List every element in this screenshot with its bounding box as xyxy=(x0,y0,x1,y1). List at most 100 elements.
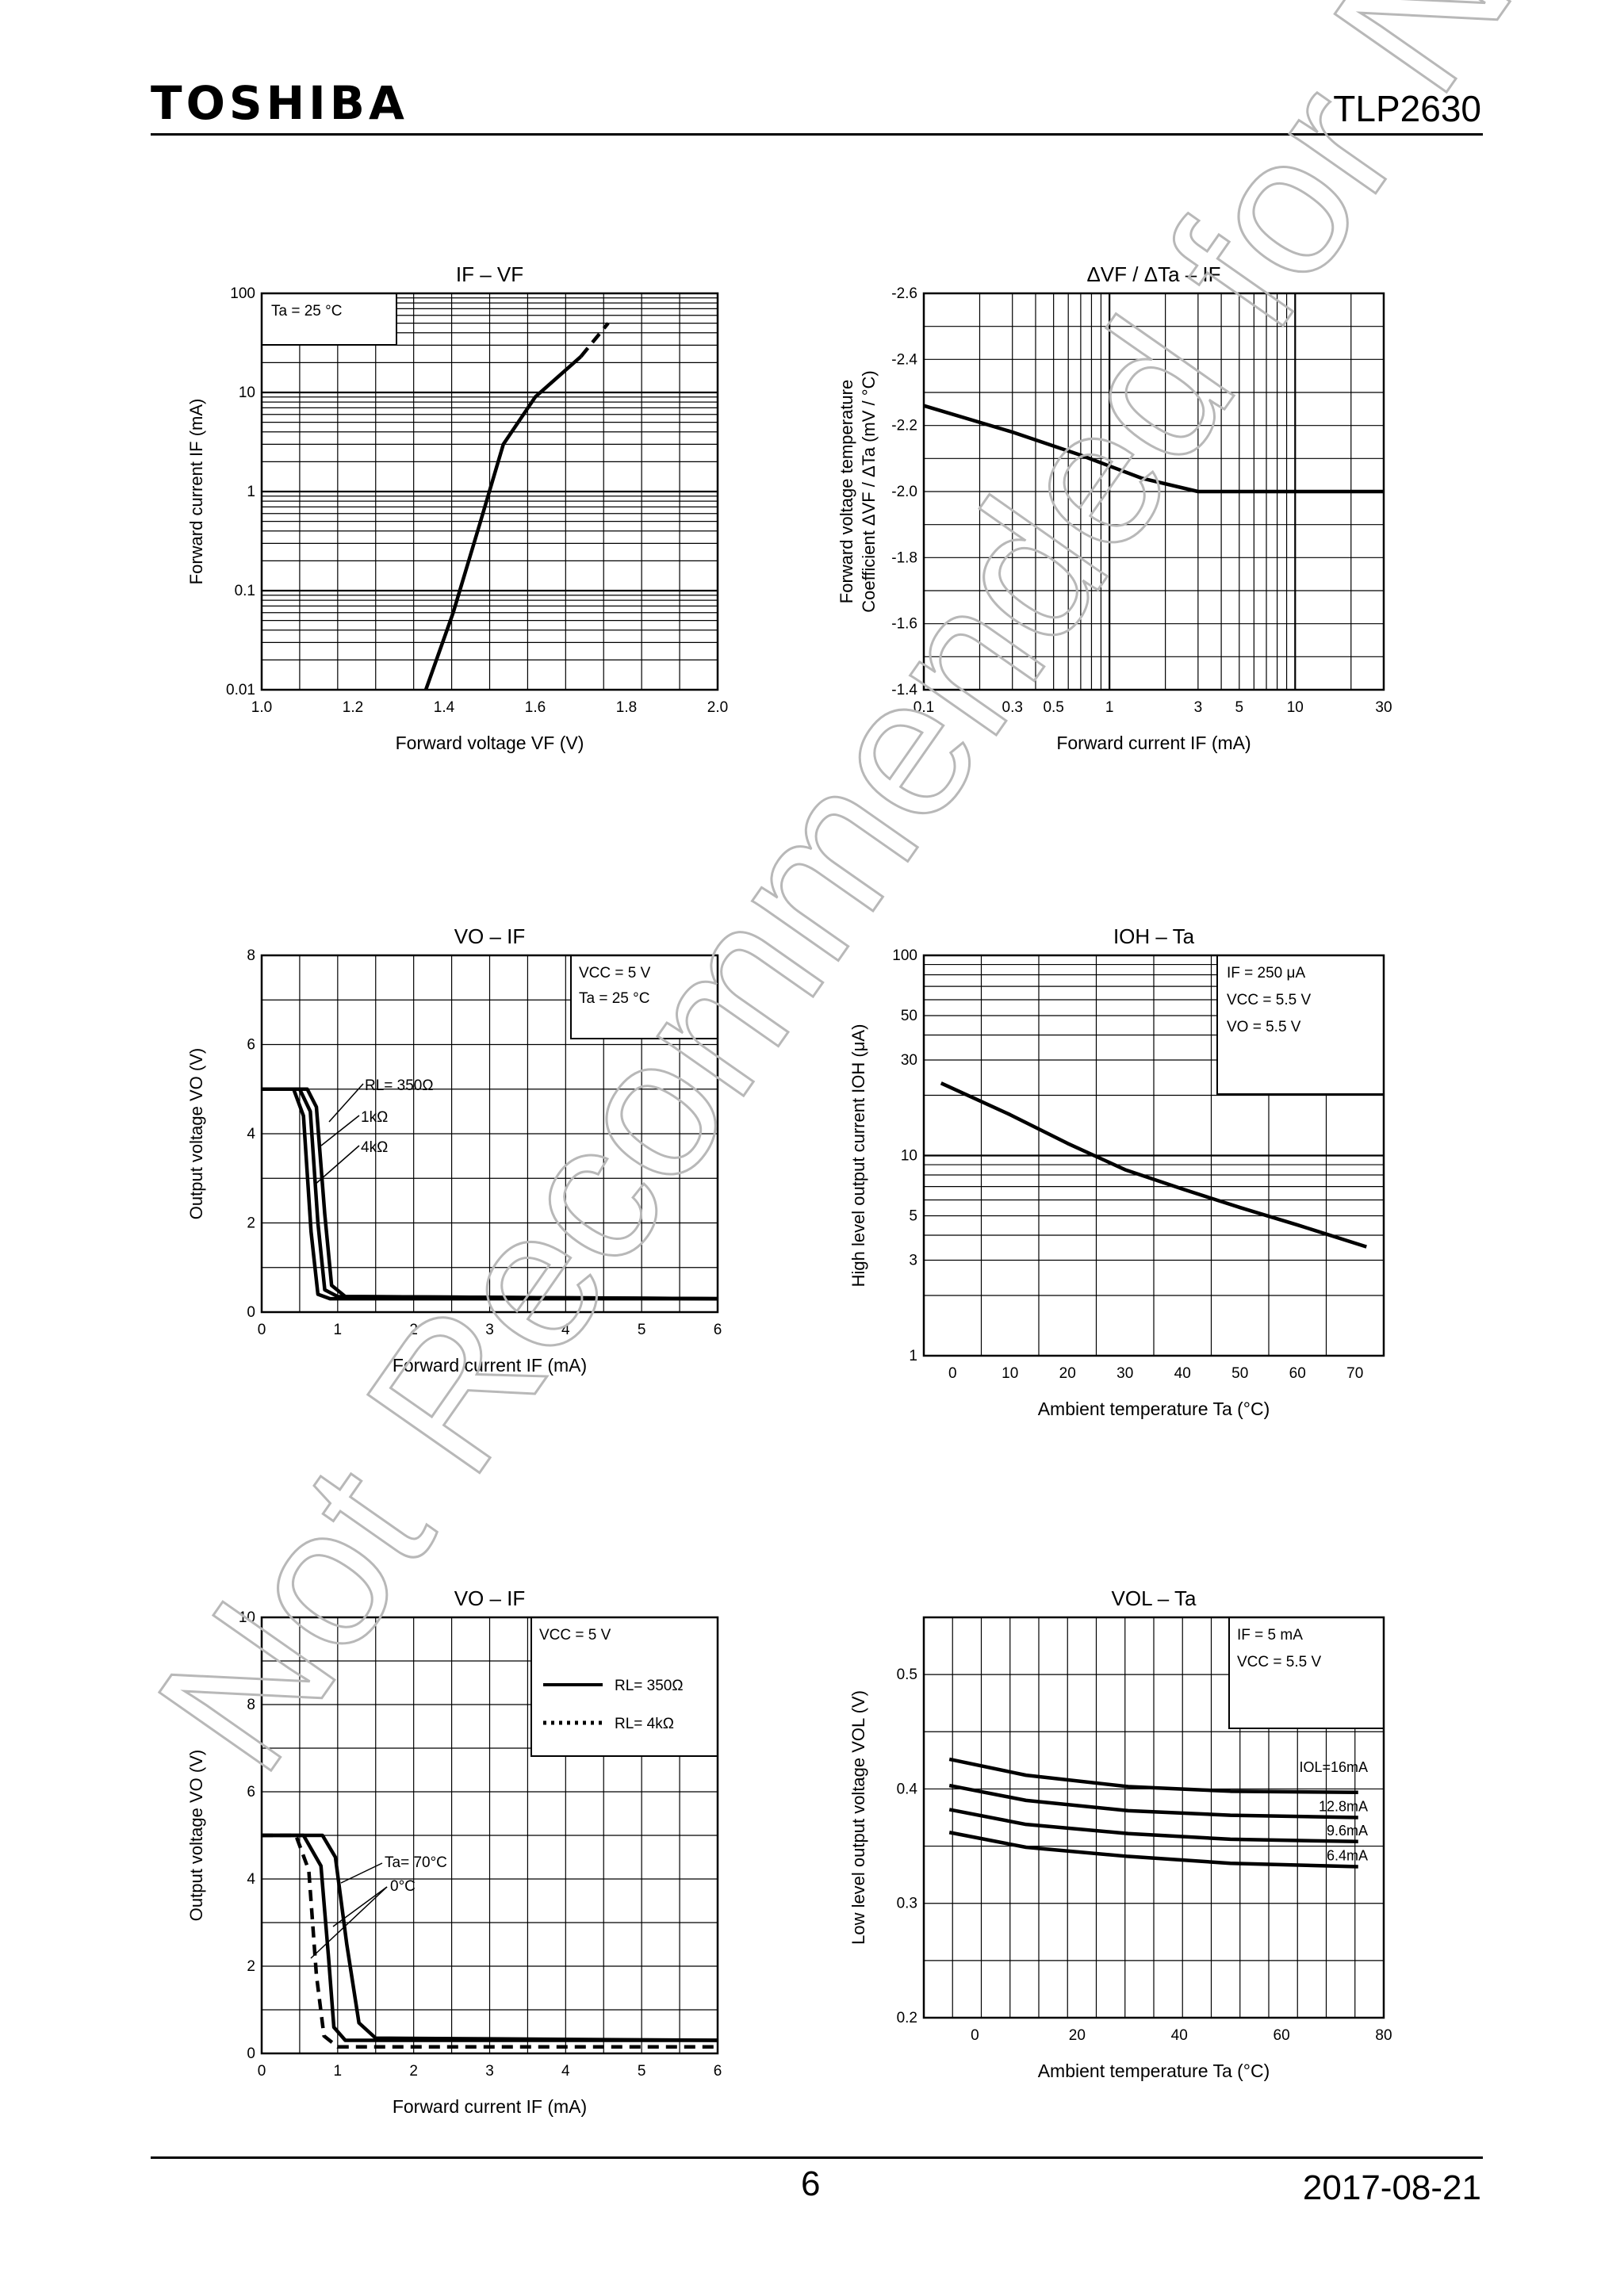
series-label: 1kΩ xyxy=(361,1109,388,1126)
y-axis-label: Forward current IF (mA) xyxy=(186,399,206,585)
series-line xyxy=(940,1081,1367,1249)
series-line xyxy=(948,1783,1358,1820)
x-tick-label: 1.6 xyxy=(525,699,546,716)
chart-title: VO – IF xyxy=(454,1586,526,1610)
annotation: IF = 250 μA xyxy=(1227,965,1305,982)
y-tick-label: -1.4 xyxy=(891,682,917,698)
callout-line xyxy=(340,1862,383,1884)
x-tick-label: 60 xyxy=(1274,2027,1290,2044)
x-tick-label: 50 xyxy=(1231,1365,1248,1382)
y-tick-label: 0.2 xyxy=(897,2010,917,2026)
x-axis-label: Forward current IF (mA) xyxy=(1056,733,1251,753)
series-line xyxy=(262,1833,718,2042)
x-tick-label: 10 xyxy=(1287,699,1304,716)
page-number: 6 xyxy=(801,2164,821,2203)
series-label: 4kΩ xyxy=(361,1139,388,1156)
y-tick-label: -2.4 xyxy=(891,351,917,368)
x-tick-label: 2.0 xyxy=(707,699,728,716)
x-tick-label: 30 xyxy=(1375,699,1392,716)
y-axis-label: Coefficient ΔVF / ΔTa (mV / °C) xyxy=(859,370,879,613)
chart-dvf-if: 0.1 0.3 0.5 1 3 5 10 30 -1.4 -1.6 -1.8 -2.0 -2.2 -2.4… xyxy=(837,262,1392,753)
y-tick-label: -1.6 xyxy=(891,616,917,633)
x-tick-label: 4 xyxy=(561,2063,570,2080)
x-tick-label: 1.4 xyxy=(434,699,455,716)
footer-date: 2017-08-21 xyxy=(1302,2168,1481,2207)
series-line xyxy=(948,1757,1358,1795)
series-line xyxy=(423,355,582,691)
part-number: TLP2630 xyxy=(1333,88,1481,129)
watermark-text: Not Recommended for New Design xyxy=(115,0,1624,1808)
annotation: Ta = 25 °C xyxy=(271,303,342,320)
x-tick-label: 20 xyxy=(1059,1365,1076,1382)
series-label: 9.6mA xyxy=(1327,1823,1368,1839)
x-tick-label: 1 xyxy=(1105,699,1114,716)
x-tick-label: 0.1 xyxy=(914,699,934,716)
x-axis-label: Forward current IF (mA) xyxy=(393,1355,587,1376)
annotation: VO = 5.5 V xyxy=(1227,1019,1301,1035)
y-tick-label: -2.6 xyxy=(891,285,917,302)
y-tick-label: 0 xyxy=(247,1304,255,1321)
series-label: IOL=16mA xyxy=(1299,1759,1368,1775)
y-axis-label: Output voltage VO (V) xyxy=(186,1750,206,1921)
x-tick-label: 0.3 xyxy=(1002,699,1023,716)
y-tick-label: 10 xyxy=(239,1609,255,1626)
series-line xyxy=(262,1087,718,1301)
y-tick-label: 10 xyxy=(901,1148,917,1165)
y-tick-label: 0.5 xyxy=(897,1667,917,1683)
x-tick-label: 1.8 xyxy=(616,699,637,716)
annotation: VCC = 5.5 V xyxy=(1227,992,1311,1008)
x-tick-label: 70 xyxy=(1346,1365,1363,1382)
annotation: 0°C xyxy=(390,1878,416,1895)
x-tick-label: 60 xyxy=(1289,1365,1306,1382)
x-tick-label: 80 xyxy=(1375,2027,1392,2044)
series-label: RL= 350Ω xyxy=(365,1077,434,1094)
series-line xyxy=(262,1833,718,2049)
y-tick-label: 50 xyxy=(901,1008,917,1024)
x-tick-label: 5 xyxy=(638,2063,646,2080)
annotation: Ta= 70°C xyxy=(385,1854,447,1871)
x-tick-label: 30 xyxy=(1116,1365,1133,1382)
y-axis-label: Forward voltage temperature xyxy=(837,380,856,603)
x-tick-label: 40 xyxy=(1174,1365,1191,1382)
series-line xyxy=(948,1831,1358,1869)
chart-vol-ta: 0 20 40 60 80 0.2 0.3 0.4 0.5 VOL – Ta Ambient tem… xyxy=(848,1586,1392,2081)
chart-title: VOL – Ta xyxy=(1112,1586,1197,1610)
x-tick-label: 3 xyxy=(485,1322,494,1338)
callout-line xyxy=(332,1886,388,1927)
y-tick-label: 8 xyxy=(247,1697,255,1713)
chart-title: ΔVF / ΔTa – IF xyxy=(1086,262,1220,286)
x-tick-label: 2 xyxy=(409,2063,418,2080)
annotation: Ta = 25 °C xyxy=(579,990,649,1007)
chart-title: VO – IF xyxy=(454,924,526,948)
series-line xyxy=(262,1833,718,2042)
y-tick-label: 4 xyxy=(247,1871,255,1888)
y-tick-label: 1 xyxy=(247,484,255,500)
annotation: VCC = 5 V xyxy=(539,1627,611,1644)
x-tick-label: 6 xyxy=(714,1322,722,1338)
annotation-box xyxy=(1216,955,1385,1095)
callout-line xyxy=(310,1886,388,1959)
y-tick-label: 30 xyxy=(901,1052,917,1069)
y-tick-label: 3 xyxy=(909,1253,917,1269)
x-tick-label: 4 xyxy=(561,1322,570,1338)
callout-line xyxy=(320,1115,360,1146)
x-axis-label: Ambient temperature Ta (°C) xyxy=(1038,1399,1270,1419)
y-tick-label: 0.4 xyxy=(897,1781,918,1797)
chart-title: IOH – Ta xyxy=(1113,924,1195,948)
annotation: VCC = 5 V xyxy=(579,965,651,982)
y-tick-label: 10 xyxy=(239,385,255,401)
y-tick-label: 6 xyxy=(247,1784,255,1800)
y-tick-label: -1.8 xyxy=(891,549,917,566)
x-tick-label: 2 xyxy=(409,1322,418,1338)
y-axis-label: Output voltage VO (V) xyxy=(186,1048,206,1219)
x-tick-label: 5 xyxy=(638,1322,646,1338)
x-tick-label: 10 xyxy=(1002,1365,1018,1382)
y-tick-label: 5 xyxy=(909,1208,917,1225)
x-tick-label: 1.2 xyxy=(343,699,363,716)
x-tick-label: 3 xyxy=(485,2063,494,2080)
annotation-box xyxy=(530,1617,718,1757)
series-label: 6.4mA xyxy=(1327,1848,1368,1864)
header-rule xyxy=(151,133,1483,136)
legend-label: RL= 350Ω xyxy=(615,1678,684,1694)
